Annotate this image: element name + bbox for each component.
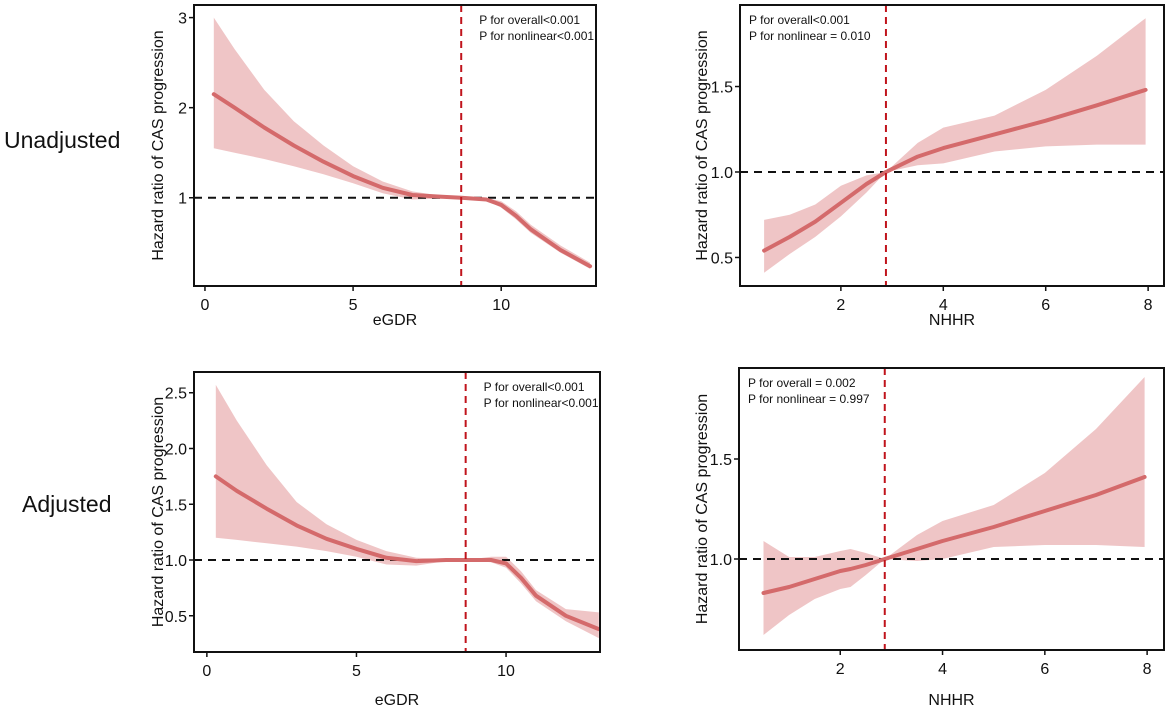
x-tick-label: 6 [1040,661,1049,678]
y-tick-label: 1.5 [165,497,187,514]
x-tick-label: 0 [201,297,210,314]
y-tick-label: 1.5 [711,80,733,97]
p-value-annotation: P for nonlinear<0.001 [484,396,599,410]
confidence-band [763,377,1145,635]
x-tick-label: 4 [939,297,948,314]
p-value-annotation: P for overall<0.001 [749,13,850,27]
plot-frame [193,4,597,287]
x-tick-label: 8 [1143,661,1152,678]
x-tick-label: 5 [352,663,361,680]
p-value-annotation: P for overall<0.001 [484,380,585,394]
x-tick-label: 2 [836,661,845,678]
chart-panel-2: 2 4 6 8 0.5 1.0 1.5 NHHR Hazard ratio of CAS pro… [694,4,1165,329]
x-axis-label: NHHR [929,312,975,329]
x-tick-label: 10 [492,297,510,314]
x-tick-label: 2 [836,297,845,314]
y-tick-label: 1.0 [165,553,187,570]
y-tick-label: 1.5 [710,452,732,469]
y-tick-label: 2.0 [165,441,187,458]
p-value-annotation: P for nonlinear<0.001 [479,29,594,43]
y-tick-label: 3 [178,11,187,28]
y-axis-label: Hazard ratio of CAS progression [150,397,167,627]
p-value-annotation: P for nonlinear = 0.010 [749,29,871,43]
plot-frame [738,367,1165,651]
hazard-ratio-curve [211,92,593,269]
y-tick-label: 0.5 [711,250,733,267]
chart-panel-1: 0 5 10 1 2 3 eGDR Hazard ratio of CAS progressi… [150,4,597,329]
y-tick-label: 2.5 [165,386,187,403]
x-tick-label: 8 [1144,297,1153,314]
hazard-ratio-curve [762,87,1148,253]
row-label-adjusted: Adjusted [22,491,112,517]
x-axis-label: eGDR [373,312,417,329]
y-tick-label: 1.0 [710,552,732,569]
x-axis-label: eGDR [375,692,419,709]
chart-panel-4: 2 4 6 8 1.0 1.5 NHHR Hazard ratio of CAS progre… [694,367,1165,709]
p-value-annotation: P for overall<0.001 [479,13,580,27]
plot-frame [739,4,1165,287]
x-tick-label: 10 [497,663,515,680]
hazard-ratio-curve [761,475,1147,595]
y-axis-label: Hazard ratio of CAS progression [150,30,167,260]
x-axis-label: NHHR [928,692,974,709]
y-tick-label: 2 [178,101,187,118]
p-value-annotation: P for overall = 0.002 [748,376,856,390]
x-tick-label: 0 [202,663,211,680]
y-tick-label: 1 [178,191,187,208]
x-tick-label: 4 [938,661,947,678]
p-value-annotation: P for nonlinear = 0.997 [748,392,870,406]
x-tick-label: 5 [349,297,358,314]
y-tick-label: 1.0 [711,165,733,182]
chart-panel-3: 0 5 10 0.5 1.0 1.5 2.0 2.5 eGDR Hazard ratio of C… [150,371,601,709]
row-label-unadjusted: Unadjusted [4,127,120,153]
y-tick-label: 0.5 [165,609,187,626]
plot-frame [193,371,601,653]
y-axis-label: Hazard ratio of CAS progression [694,30,711,260]
y-axis-label: Hazard ratio of CAS progression [694,394,711,624]
x-tick-label: 6 [1041,297,1050,314]
hazard-ratio-curve [213,474,601,632]
